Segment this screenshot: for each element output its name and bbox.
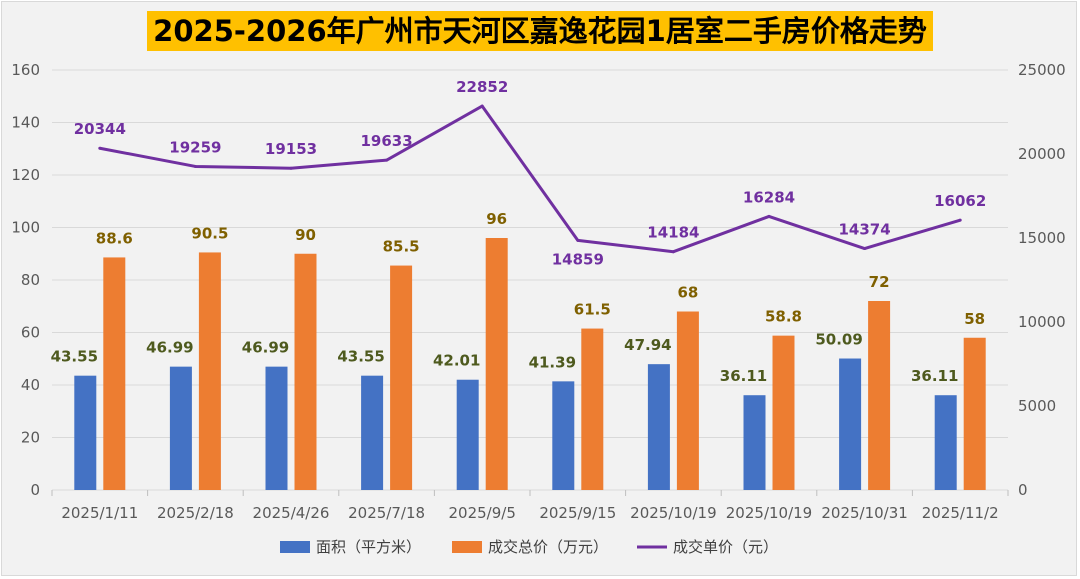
point-unit-price (98, 146, 102, 150)
y-left-tick-label: 60 (21, 324, 40, 342)
y-right-tick-label: 10000 (1018, 313, 1066, 331)
bar-area (552, 381, 575, 490)
x-tick-label: 2025/9/15 (539, 504, 616, 522)
bar-total (868, 301, 891, 490)
title-container: 2025-2026年广州市天河区嘉逸花园1居室二手房价格走势 (0, 11, 1080, 51)
point-unit-price (863, 247, 867, 251)
y-right-tick-label: 0 (1018, 481, 1028, 499)
bar-area (743, 395, 766, 490)
x-tick-label: 2025/4/26 (253, 504, 330, 522)
y-right-tick-label: 20000 (1018, 145, 1066, 163)
data-label-unit-price: 14859 (552, 250, 604, 268)
data-label-unit-price: 19633 (361, 132, 413, 150)
data-label-total: 88.6 (96, 229, 133, 247)
x-tick-label: 2025/2/18 (157, 504, 234, 522)
bar-total (103, 257, 126, 490)
data-label-unit-price: 19259 (169, 138, 221, 156)
bar-total (963, 337, 986, 490)
y-left-tick-label: 120 (11, 166, 40, 184)
x-tick-label: 2025/9/5 (449, 504, 516, 522)
point-unit-price (671, 250, 675, 254)
data-label-area: 50.09 (815, 331, 862, 349)
x-tick-label: 2025/10/19 (726, 504, 812, 522)
point-unit-price (576, 238, 580, 242)
data-label-unit-price: 16062 (934, 192, 986, 210)
data-label-unit-price: 22852 (456, 78, 508, 96)
y-left-tick-label: 80 (21, 271, 40, 289)
data-label-area: 43.55 (51, 348, 98, 366)
bar-area (265, 366, 288, 490)
point-unit-price (480, 104, 484, 108)
data-label-total: 58 (964, 310, 985, 328)
data-label-unit-price: 19153 (265, 140, 317, 158)
data-label-area: 43.55 (337, 348, 384, 366)
data-label-area: 47.94 (624, 336, 671, 354)
data-label-area: 36.11 (720, 367, 767, 385)
y-right-tick-label: 15000 (1018, 229, 1066, 247)
bar-total (294, 253, 317, 490)
bar-area (839, 358, 862, 490)
data-label-area: 46.99 (242, 339, 289, 357)
bar-total (198, 252, 221, 490)
bar-total (581, 328, 604, 490)
bar-total (676, 311, 699, 490)
point-unit-price (958, 218, 962, 222)
data-label-total: 68 (677, 284, 698, 302)
legend-label: 面积（平方米） (316, 538, 421, 556)
bar-total (772, 335, 795, 490)
data-label-total: 61.5 (574, 301, 611, 319)
bar-total (390, 265, 413, 490)
legend-label: 成交总价（万元） (488, 538, 608, 556)
x-tick-label: 2025/10/19 (630, 504, 716, 522)
x-tick-label: 2025/7/18 (348, 504, 425, 522)
bar-area (74, 375, 97, 490)
data-label-total: 85.5 (383, 238, 420, 256)
y-left-tick-label: 20 (21, 429, 40, 447)
data-label-area: 36.11 (911, 367, 958, 385)
x-tick-label: 2025/10/31 (821, 504, 907, 522)
x-tick-label: 2025/11/2 (922, 504, 999, 522)
data-label-total: 96 (486, 210, 507, 228)
y-left-tick-label: 140 (11, 114, 40, 132)
point-unit-price (767, 214, 771, 218)
legend-label: 成交单价（元） (673, 538, 778, 556)
data-label-total: 72 (869, 273, 890, 291)
y-left-tick-label: 100 (11, 219, 40, 237)
y-right-tick-label: 5000 (1018, 397, 1056, 415)
bar-area (647, 364, 670, 490)
y-right-tick-label: 25000 (1018, 61, 1066, 79)
data-label-total: 58.8 (765, 308, 802, 326)
line-unit-price (99, 104, 961, 254)
bar-area (934, 395, 957, 490)
data-label-area: 46.99 (146, 339, 193, 357)
y-left-tick-label: 0 (30, 481, 40, 499)
point-unit-price (193, 164, 197, 168)
y-left-tick-label: 160 (11, 61, 40, 79)
legend-swatch (452, 541, 482, 553)
point-unit-price (289, 166, 293, 170)
bar-total (485, 238, 508, 490)
data-label-unit-price: 16284 (743, 188, 795, 206)
bar-area (361, 375, 384, 490)
data-label-area: 42.01 (433, 352, 480, 370)
data-label-unit-price: 14184 (647, 224, 699, 242)
data-label-unit-price: 14374 (839, 221, 891, 239)
bar-area (456, 379, 479, 490)
bar-area (169, 366, 192, 490)
chart-title: 2025-2026年广州市天河区嘉逸花园1居室二手房价格走势 (147, 11, 933, 51)
data-label-total: 90.5 (191, 224, 228, 242)
data-label-total: 90 (295, 226, 316, 244)
data-label-unit-price: 20344 (74, 120, 126, 138)
legend-swatch (280, 541, 310, 553)
point-unit-price (385, 158, 389, 162)
x-tick-label: 2025/1/11 (61, 504, 138, 522)
y-left-tick-label: 40 (21, 376, 40, 394)
data-label-area: 41.39 (529, 353, 576, 371)
